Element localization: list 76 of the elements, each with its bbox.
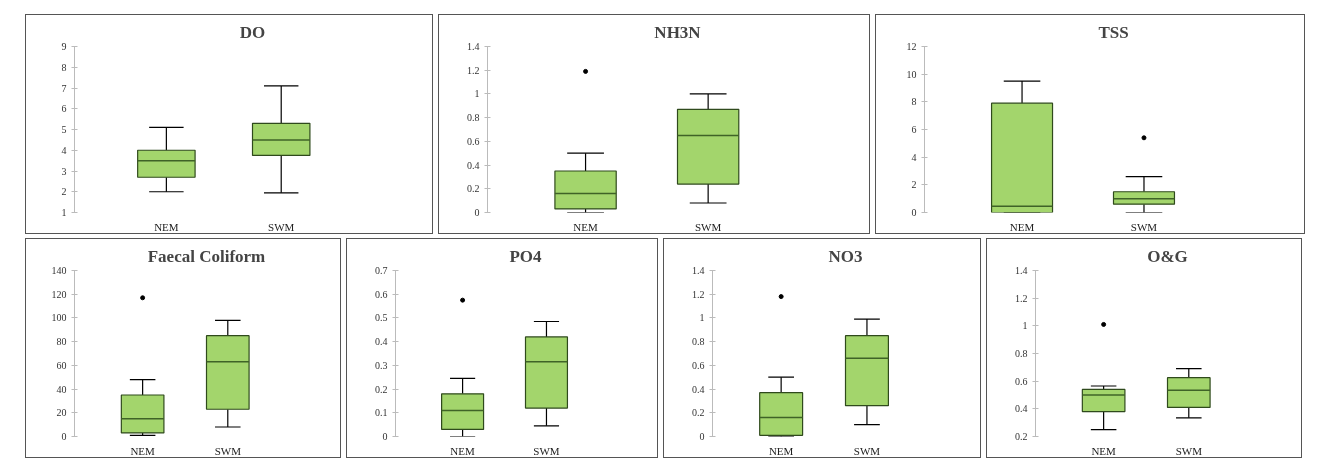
y-tick-label: 0.8	[467, 112, 480, 124]
y-tick-label: 0.2	[692, 407, 705, 419]
y-tick-label: 6	[911, 124, 917, 135]
chart-title: DO	[239, 22, 266, 42]
y-tick-label: 0	[699, 431, 705, 442]
y-tick-label: 0.6	[467, 135, 480, 147]
y-tick-label: 0.3	[375, 359, 388, 371]
y-tick-label: 20	[56, 407, 67, 419]
y-tick-label: 3	[61, 165, 67, 177]
y-tick-label: 0.4	[692, 383, 705, 395]
y-tick-label: 0.2	[1015, 431, 1028, 442]
y-tick-label: 0	[911, 207, 917, 218]
y-tick-label: 0	[474, 207, 480, 218]
y-tick-label: 0.4	[375, 336, 388, 348]
y-tick-label: 1	[1022, 320, 1028, 332]
x-tick-label: SWM	[1175, 444, 1203, 457]
y-tick-label: 1.4	[467, 41, 480, 52]
x-tick-label: NEM	[1009, 220, 1035, 233]
chart-title: NO3	[828, 246, 863, 266]
y-tick-label: 1.4	[692, 265, 705, 276]
y-tick-label: 80	[56, 336, 67, 348]
y-tick-label: 0.2	[375, 383, 388, 395]
x-tick-label: NEM	[130, 444, 156, 457]
y-tick-label: 5	[61, 124, 67, 135]
y-tick-label: 0.4	[467, 159, 480, 171]
y-tick-label: 0	[382, 431, 388, 442]
x-tick-label: SWM	[533, 444, 560, 457]
y-tick-label: 60	[56, 359, 67, 371]
x-tick-label: NEM	[1091, 444, 1117, 457]
y-tick-label: 1.2	[692, 288, 705, 300]
chart-title: O&G	[1147, 246, 1188, 266]
y-tick-label: 1	[61, 207, 67, 218]
y-tick-label: 1	[474, 88, 480, 100]
chart-title: Faecal Coliform	[147, 246, 266, 266]
y-tick-label: 100	[51, 312, 67, 324]
x-tick-label: SWM	[1130, 220, 1158, 233]
y-tick-label: 0.8	[692, 336, 705, 348]
y-tick-label: 0.6	[375, 288, 388, 300]
chart-title: PO4	[509, 246, 543, 266]
y-tick-label: 0.2	[467, 183, 480, 195]
y-tick-label: 120	[51, 288, 67, 300]
y-tick-label: 0.5	[375, 312, 388, 324]
y-tick-label: 2	[911, 179, 917, 191]
y-tick-label: 9	[61, 41, 67, 52]
y-tick-label: 0.8	[1015, 348, 1028, 359]
y-tick-label: 1.2	[1015, 292, 1028, 304]
y-tick-label: 2	[61, 186, 67, 198]
chart-title: NH3N	[654, 22, 702, 42]
y-tick-label: 40	[56, 383, 67, 395]
y-tick-label: 0.7	[375, 265, 388, 276]
y-tick-label: 8	[911, 96, 917, 108]
x-tick-label: NEM	[768, 444, 794, 457]
x-tick-label: SWM	[695, 220, 722, 233]
y-tick-label: 0	[61, 431, 67, 442]
x-tick-label: SWM	[268, 220, 295, 233]
y-tick-label: 8	[61, 61, 67, 73]
chart-title: TSS	[1098, 22, 1129, 42]
y-tick-label: 6	[61, 103, 67, 115]
y-tick-label: 10	[906, 68, 917, 80]
x-tick-label: SWM	[214, 444, 242, 457]
y-tick-label: 7	[61, 82, 67, 94]
y-tick-label: 4	[911, 151, 917, 163]
y-tick-label: 0.6	[692, 359, 705, 371]
x-tick-label: NEM	[450, 444, 476, 457]
y-tick-label: 1.2	[467, 64, 480, 76]
y-tick-label: 1	[699, 312, 705, 324]
y-tick-label: 140	[51, 265, 67, 276]
y-tick-label: 0.1	[375, 407, 388, 419]
y-tick-label: 0.6	[1015, 375, 1028, 387]
x-tick-label: SWM	[853, 444, 881, 457]
x-tick-label: NEM	[573, 220, 599, 233]
y-tick-label: 12	[906, 41, 917, 52]
y-tick-label: 0.4	[1015, 403, 1028, 415]
y-tick-label: 1.4	[1015, 265, 1028, 276]
x-tick-label: NEM	[154, 220, 179, 233]
y-tick-label: 4	[61, 144, 67, 156]
